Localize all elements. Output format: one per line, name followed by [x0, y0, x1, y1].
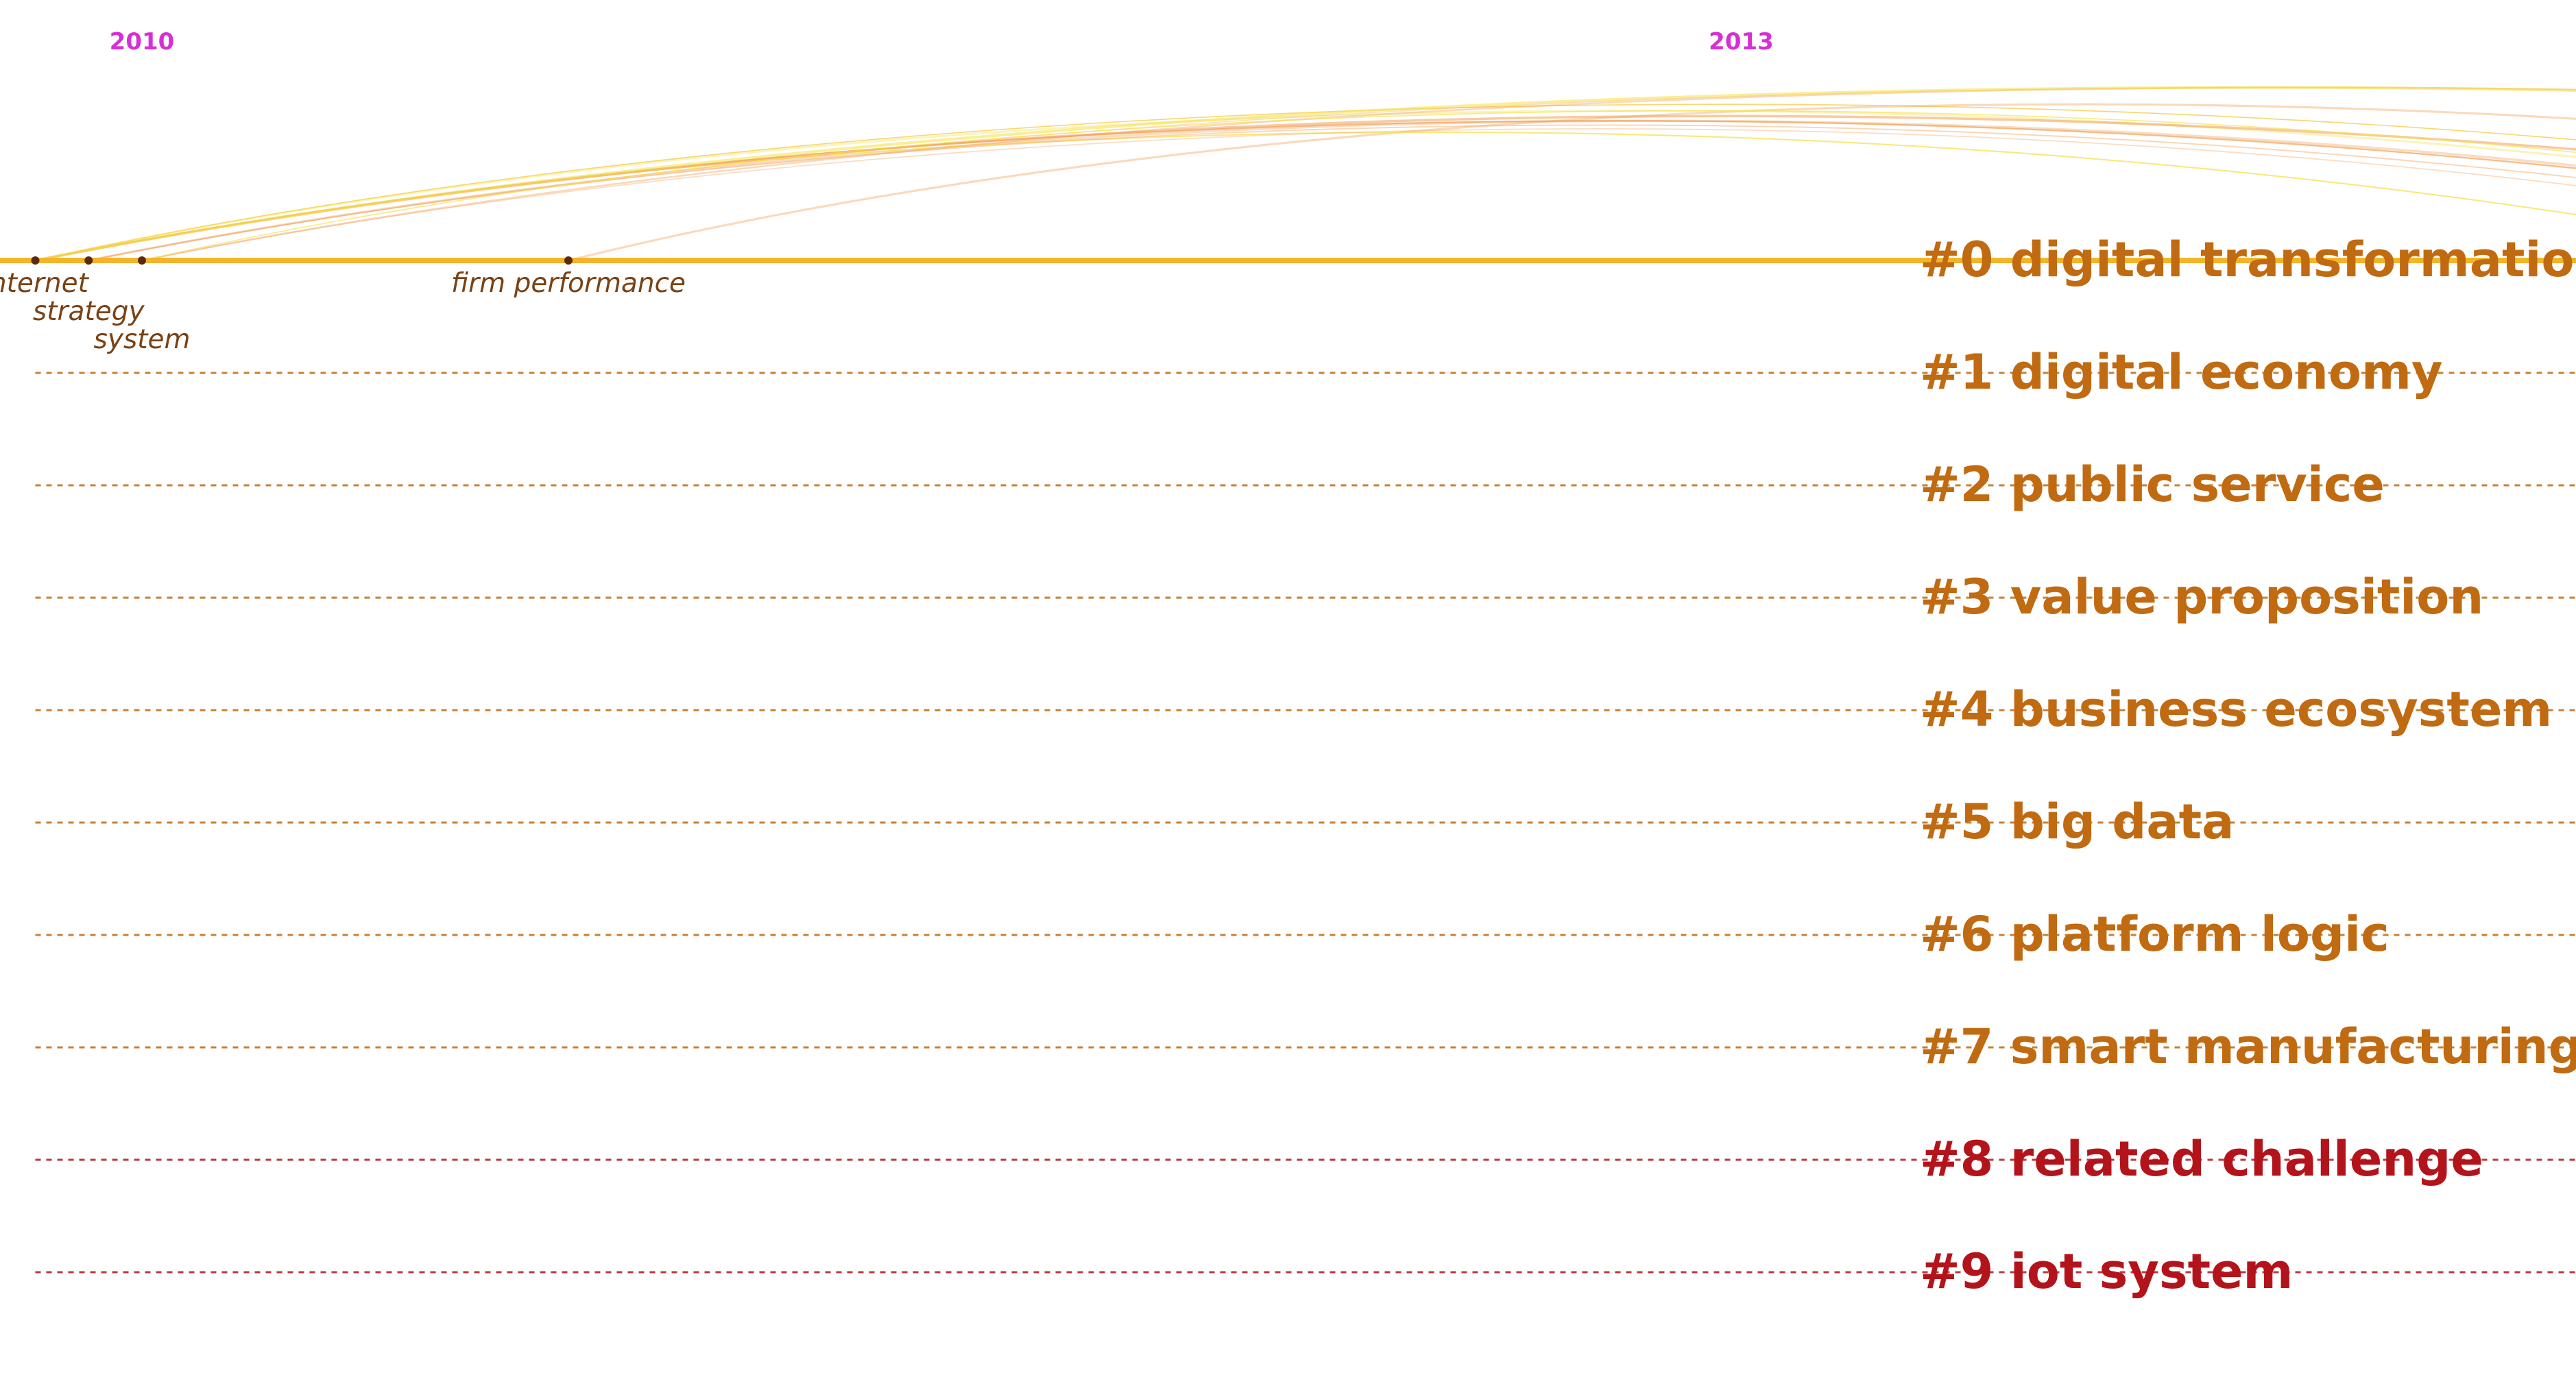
cluster-label-3: #3 value proposition [1920, 569, 2483, 625]
citation-link-144 [141, 128, 2576, 261]
term-nodes [31, 256, 573, 265]
citation-link-32 [568, 103, 2576, 262]
year-label-2010: 2010 [110, 28, 175, 56]
citation-link-190 [141, 110, 2576, 261]
citation-link-123 [141, 86, 2576, 262]
cluster-labels: #0 digital transformation #1 digital econ… [1920, 232, 2576, 1300]
term-label-strategy: strategy [33, 296, 145, 327]
term-label-internet: internet [0, 268, 90, 299]
cluster-label-2: #2 public service [1920, 457, 2385, 513]
citation-link-69 [88, 119, 2576, 262]
term-node-firm-performance[interactable] [564, 256, 573, 265]
citation-link-184 [35, 86, 2576, 262]
cluster-label-4: #4 business ecosystem [1920, 681, 2552, 738]
term-node-strategy[interactable] [84, 256, 93, 265]
term-node-system[interactable] [138, 256, 146, 265]
cluster-label-7: #7 smart manufacturing [1920, 1019, 2576, 1075]
citation-link-77 [88, 86, 2576, 261]
cluster-label-1: #1 digital economy [1920, 344, 2443, 400]
citation-link-54 [35, 109, 2576, 262]
cluster-label-8: #8 related challenge [1920, 1131, 2483, 1187]
citation-links [35, 86, 2576, 262]
term-label-system: system [94, 324, 191, 355]
term-label-firm-performance: firm performance [451, 268, 686, 299]
year-axis: 20102013201620192020 [110, 28, 1774, 56]
cluster-label-0: #0 digital transformation [1920, 232, 2576, 288]
cluster-timelines [0, 258, 2576, 1274]
term-labels: internetstrategysystemfirm performancein… [0, 268, 686, 355]
citation-link-15 [35, 104, 2576, 261]
cluster-label-6: #6 platform logic [1920, 906, 2390, 962]
cluster-label-5: #5 big data [1920, 794, 2234, 850]
cluster-label-9: #9 iot system [1920, 1243, 2293, 1300]
year-label-2013: 2013 [1709, 28, 1774, 56]
citation-link-154 [88, 124, 2576, 261]
citation-link-152 [35, 114, 2576, 262]
term-node-internet[interactable] [31, 256, 40, 265]
